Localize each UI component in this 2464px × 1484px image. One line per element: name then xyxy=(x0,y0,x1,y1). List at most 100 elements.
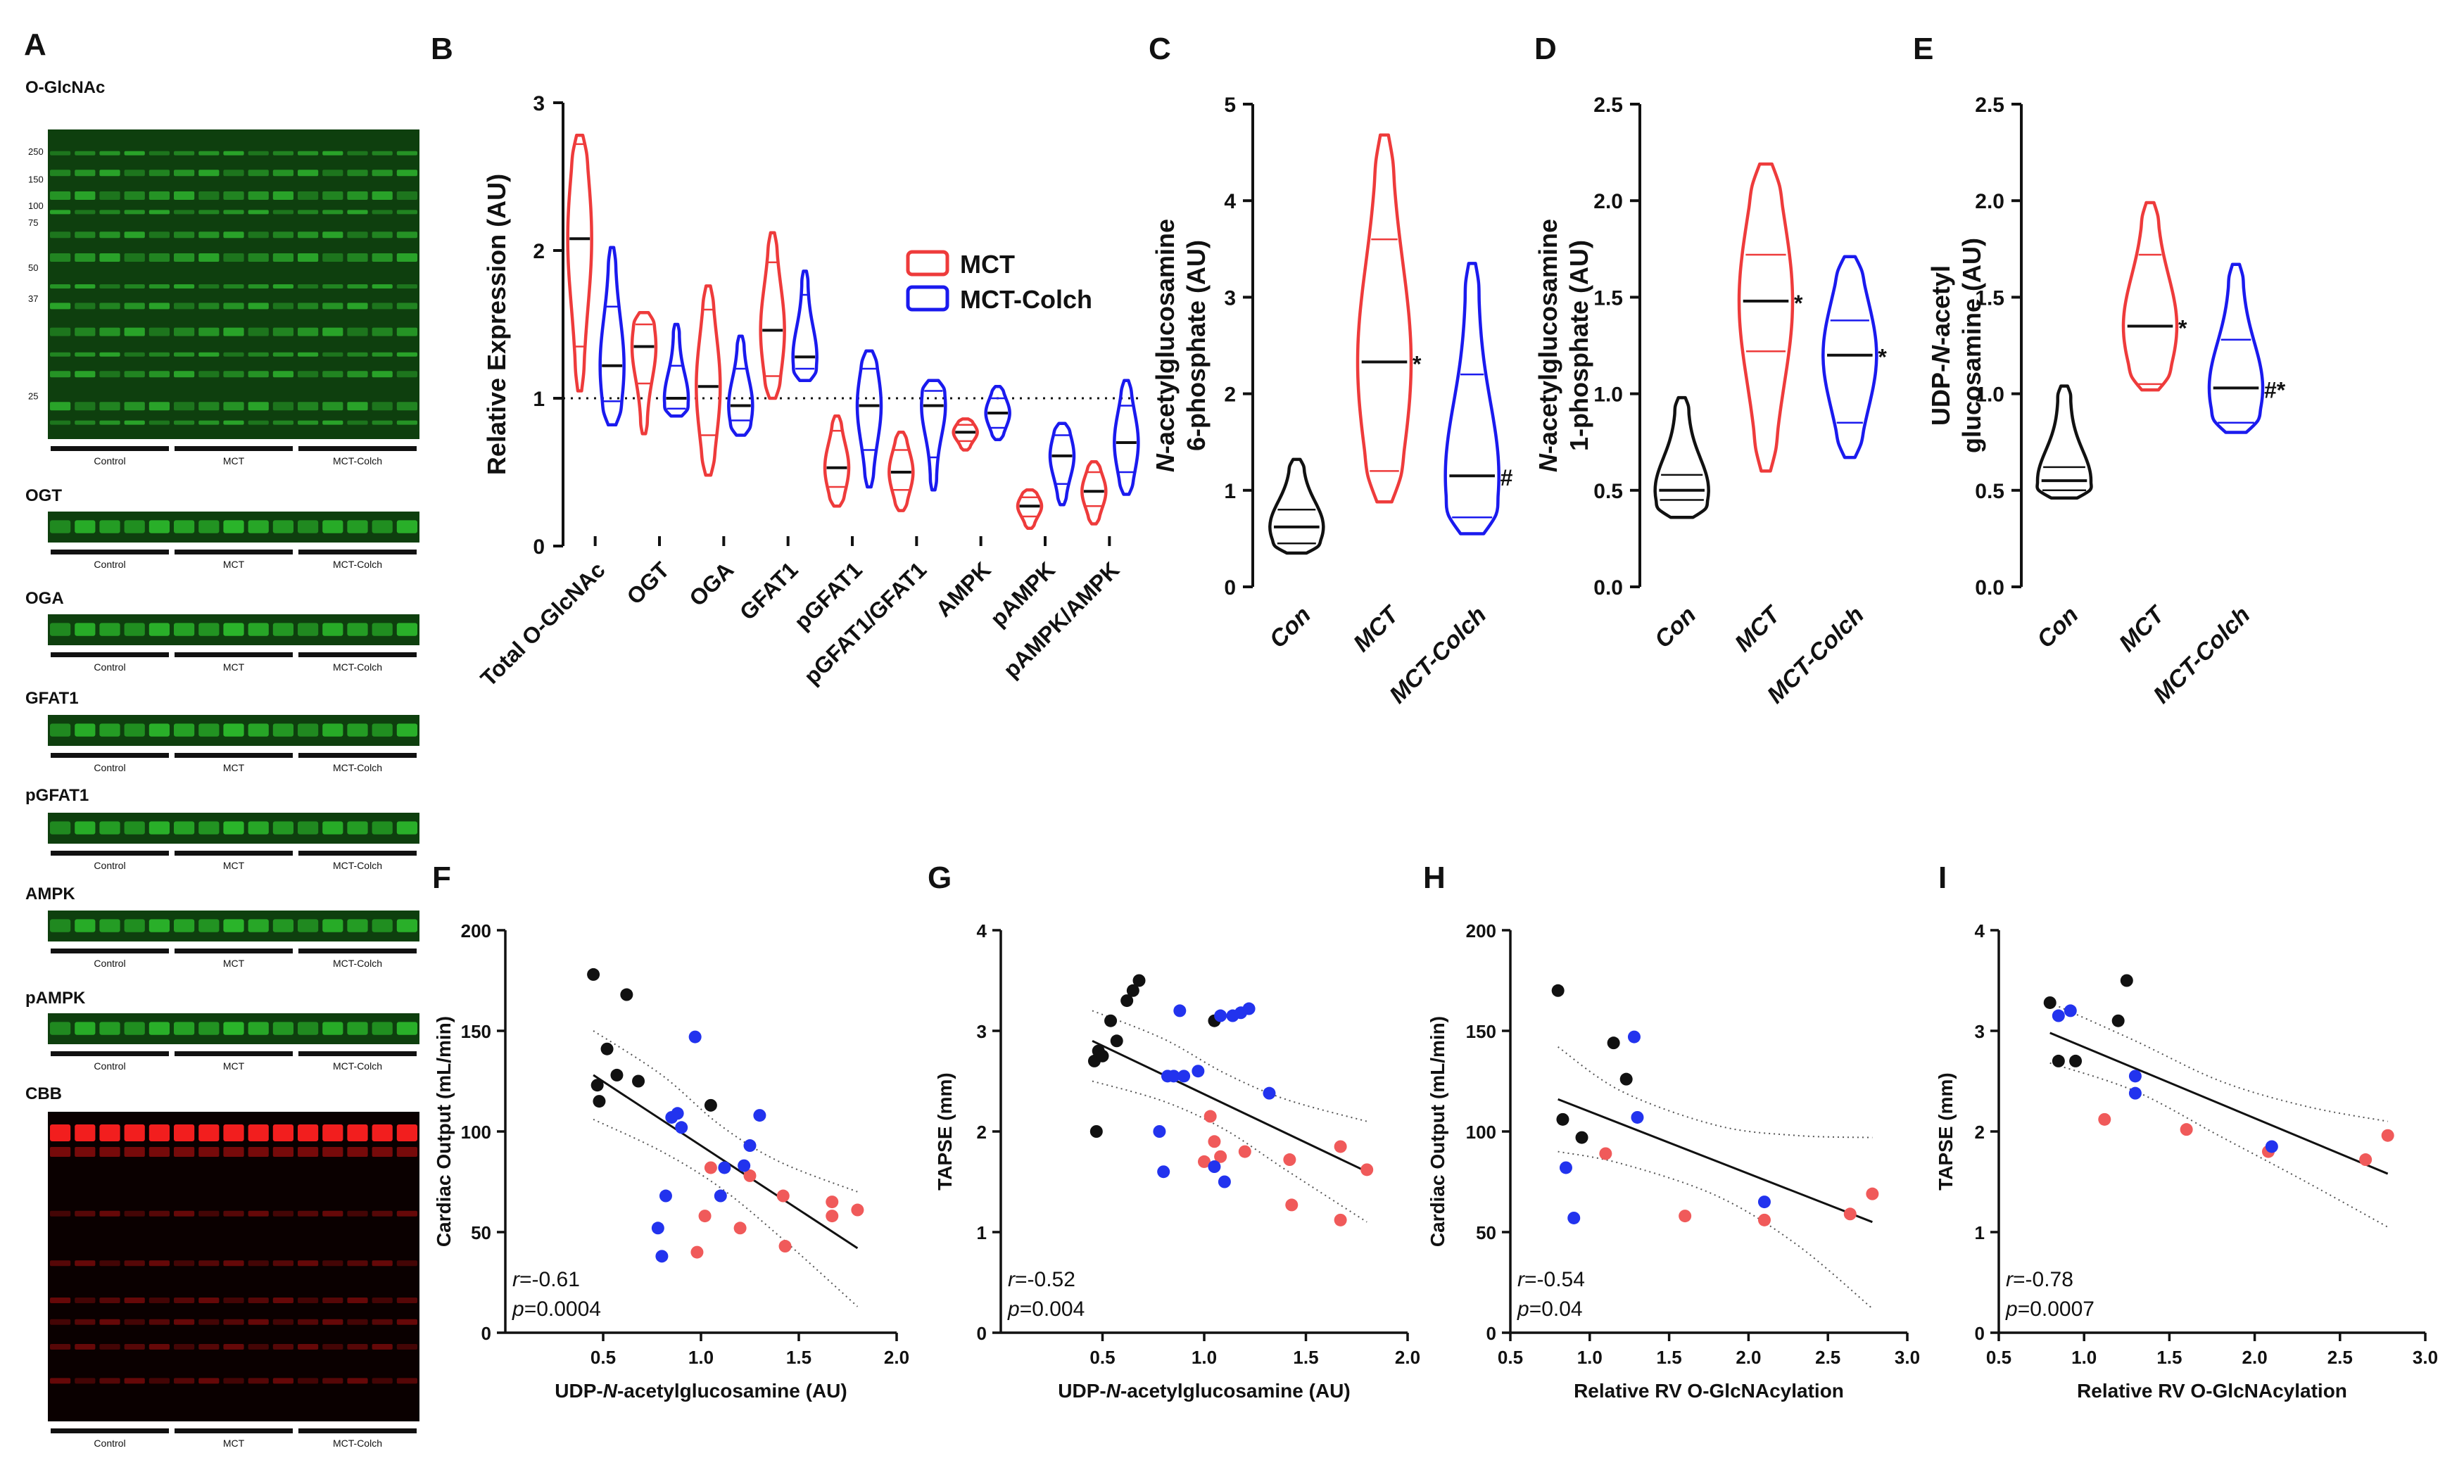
blot-band xyxy=(396,253,417,262)
blot-band xyxy=(248,1260,269,1267)
data-point-mct-colch xyxy=(1214,1009,1227,1022)
y-tick-label: 2 xyxy=(977,1122,987,1143)
y-tick-label: 1.0 xyxy=(1593,383,1623,407)
x-tick-label: 2.5 xyxy=(2327,1347,2353,1368)
blot-band xyxy=(372,327,393,336)
x-tick-label: AMPK xyxy=(931,557,996,621)
blot-ogt: OGT Control MCT MCT-Colch xyxy=(25,486,419,570)
blot-band xyxy=(322,1260,343,1267)
data-point-mct-colch xyxy=(1559,1161,1572,1174)
blot-band xyxy=(75,151,96,156)
blot-band xyxy=(50,1147,71,1157)
blot-band xyxy=(298,371,319,378)
stat-value: =-0.61 xyxy=(519,1268,580,1291)
blot-band xyxy=(75,327,96,336)
group-label: MCT xyxy=(223,1438,245,1449)
mw-marker: 250 xyxy=(28,146,44,157)
p-value: p=0.0004 xyxy=(512,1298,601,1321)
stat-symbol: r xyxy=(2006,1268,2014,1291)
confidence-band xyxy=(1092,1080,1367,1223)
blot-band xyxy=(174,191,195,200)
blot-band xyxy=(75,1210,96,1217)
blot-band xyxy=(372,191,393,200)
data-point-con xyxy=(2043,996,2057,1009)
mw-marker: 75 xyxy=(28,217,38,228)
blot-band xyxy=(124,1378,145,1384)
blot-band xyxy=(149,821,170,835)
group-label: MCT xyxy=(223,860,245,871)
blot-band xyxy=(372,1022,393,1035)
blot-band xyxy=(322,420,343,425)
data-point-mct xyxy=(1843,1207,1857,1221)
blot-band xyxy=(223,520,244,533)
blot-band xyxy=(248,821,269,835)
data-point-mct xyxy=(1214,1150,1227,1163)
group-label: Control xyxy=(94,455,125,467)
blot-band xyxy=(372,210,393,215)
blot-band xyxy=(75,170,96,177)
blot-band xyxy=(223,1210,244,1217)
blot-band xyxy=(298,1344,319,1350)
blot-band xyxy=(198,191,220,200)
blot-band xyxy=(149,1260,170,1267)
blot-band xyxy=(396,919,417,932)
blot-band xyxy=(75,623,96,636)
y-tick-label: 150 xyxy=(1466,1021,1496,1042)
blot-band xyxy=(396,1378,417,1384)
x-tick-label: MCT xyxy=(2114,600,2171,657)
significance-mark: * xyxy=(2178,316,2187,341)
blot-band xyxy=(50,1210,71,1217)
group-label: Control xyxy=(94,1060,125,1072)
r-value: r=-0.61 xyxy=(512,1268,580,1291)
blot-band xyxy=(50,170,71,177)
panel-c-violin-chart: 0 1 2 3 4 5 N-acetylglucosamine 6-phosphate (AU… xyxy=(1151,94,1513,709)
y-tick-label: 50 xyxy=(1476,1222,1496,1243)
confidence-band xyxy=(1558,1046,1873,1139)
blot-band xyxy=(124,1344,145,1350)
data-point-mct-colch xyxy=(738,1159,751,1172)
violin-outline xyxy=(1737,162,1795,473)
blot-band xyxy=(75,1260,96,1267)
blot-band xyxy=(50,420,71,425)
mw-marker: 25 xyxy=(28,391,38,401)
y-axis-title: Cardiac Output (mL/min) xyxy=(1427,1016,1448,1247)
title-span: Relative RV O-GlcNAcylation xyxy=(2077,1380,2347,1402)
blot-band xyxy=(124,303,145,310)
data-point-mct xyxy=(851,1203,864,1217)
blot-band xyxy=(75,821,96,835)
x-tick-label: 1.5 xyxy=(786,1347,811,1368)
title-span: N xyxy=(603,1380,618,1402)
group-label: MCT-Colch xyxy=(333,958,382,969)
blot-band xyxy=(99,170,120,177)
blot-band xyxy=(174,1147,195,1157)
blot-band xyxy=(248,284,269,288)
x-axis-title: UDP-N-acetylglucosamine (AU) xyxy=(555,1380,847,1402)
blot-band xyxy=(272,253,293,262)
blot-band xyxy=(372,253,393,262)
panel-b-violin-chart: 0 1 2 3 Relative Expression (AU) Total O-GlcN… xyxy=(476,92,1142,691)
y-axis-title: Cardiac Output (mL/min) xyxy=(433,1016,455,1247)
y-axis-title: N-acetylglucosamine xyxy=(1534,219,1562,472)
blot-band xyxy=(75,1344,96,1350)
blot-band xyxy=(223,1124,244,1141)
data-point-mct-colch xyxy=(1218,1175,1231,1188)
blot-band xyxy=(347,821,368,835)
panel-h-scatter-chart: 0 50 100 150 200 0.5 1.0 1.5 2.0 2.5 3.0 Relative R… xyxy=(1427,920,1920,1402)
blot-band xyxy=(124,1319,145,1325)
y-tick-label: 50 xyxy=(471,1222,491,1243)
x-tick-label: 0.5 xyxy=(1986,1347,2011,1368)
blot-band xyxy=(272,1378,293,1384)
x-tick-label: OGA xyxy=(684,557,738,611)
title-span: -acetylglucosamine xyxy=(1534,219,1562,454)
confidence-band xyxy=(2049,1002,2388,1122)
blot-band xyxy=(149,402,170,411)
group-bar xyxy=(175,446,293,451)
blot-label: CBB xyxy=(25,1084,62,1103)
blot-band xyxy=(248,371,269,378)
x-tick-label: 2.0 xyxy=(1736,1347,1761,1368)
y-tick-label: 1 xyxy=(1224,480,1236,503)
blot-band xyxy=(272,1344,293,1350)
blot-pgfat1: pGFAT1 Control MCT MCT-Colch xyxy=(25,786,419,871)
data-point-mct xyxy=(733,1222,747,1235)
blot-band xyxy=(99,821,120,835)
